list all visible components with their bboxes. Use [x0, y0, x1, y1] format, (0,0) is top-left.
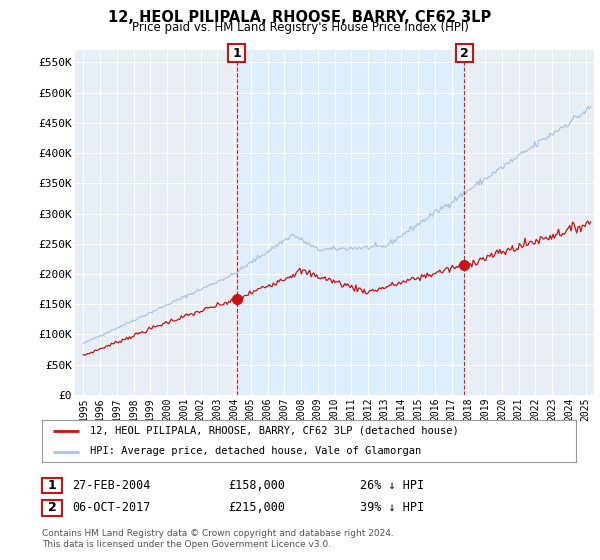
Text: £158,000: £158,000 — [228, 479, 285, 492]
Text: 1: 1 — [47, 479, 56, 492]
Bar — [236, 50, 464, 395]
Text: 26% ↓ HPI: 26% ↓ HPI — [360, 479, 424, 492]
Text: 2: 2 — [47, 501, 56, 515]
Text: HPI: Average price, detached house, Vale of Glamorgan: HPI: Average price, detached house, Vale… — [90, 446, 421, 456]
Text: 2: 2 — [460, 46, 469, 60]
Text: 12, HEOL PILIPALA, RHOOSE, BARRY, CF62 3LP (detached house): 12, HEOL PILIPALA, RHOOSE, BARRY, CF62 3… — [90, 426, 459, 436]
Text: £215,000: £215,000 — [228, 501, 285, 515]
Text: 1: 1 — [232, 46, 241, 60]
Text: 06-OCT-2017: 06-OCT-2017 — [72, 501, 151, 515]
Text: 12, HEOL PILIPALA, RHOOSE, BARRY, CF62 3LP: 12, HEOL PILIPALA, RHOOSE, BARRY, CF62 3… — [109, 10, 491, 25]
Text: 27-FEB-2004: 27-FEB-2004 — [72, 479, 151, 492]
Text: Contains HM Land Registry data © Crown copyright and database right 2024.
This d: Contains HM Land Registry data © Crown c… — [42, 529, 394, 549]
Text: Price paid vs. HM Land Registry's House Price Index (HPI): Price paid vs. HM Land Registry's House … — [131, 21, 469, 34]
Text: 39% ↓ HPI: 39% ↓ HPI — [360, 501, 424, 515]
